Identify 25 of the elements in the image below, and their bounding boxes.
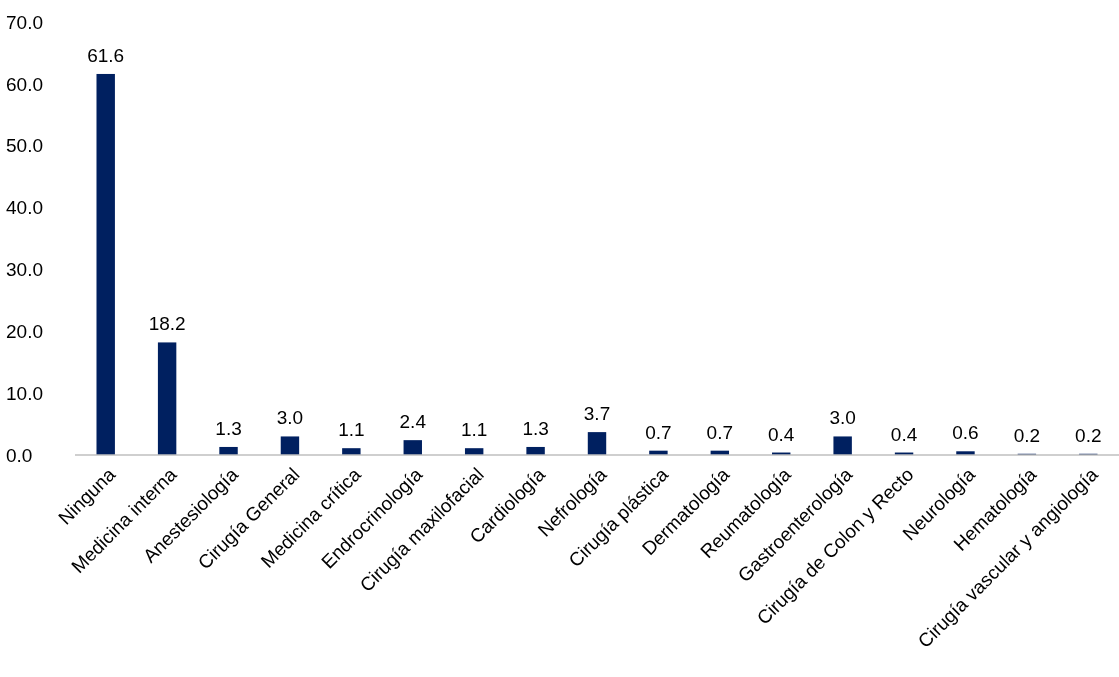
data-label: 2.4 [399, 411, 427, 433]
y-tick-label: 50.0 [6, 135, 43, 157]
data-label: 3.7 [583, 403, 611, 425]
y-tick-label: 20.0 [6, 320, 43, 342]
data-label: 0.2 [1013, 424, 1041, 446]
y-tick-label: 40.0 [6, 197, 43, 219]
data-label: 1.1 [460, 419, 488, 441]
data-label: 3.0 [276, 407, 304, 429]
data-label: 0.7 [645, 421, 672, 443]
data-label: 61.6 [87, 44, 125, 66]
data-label: 3.0 [829, 407, 856, 429]
data-label: 0.4 [890, 423, 918, 445]
data-label: 1.3 [522, 417, 549, 439]
y-tick-label: 10.0 [6, 382, 43, 404]
data-label: 1.1 [338, 419, 365, 441]
data-label: 1.3 [215, 417, 242, 439]
data-label: 0.4 [768, 423, 795, 445]
y-tick-label: 60.0 [6, 73, 43, 95]
data-label: 18.2 [148, 313, 186, 335]
y-tick-label: 0.0 [6, 444, 33, 466]
data-label: 0.7 [706, 421, 734, 443]
data-label: 0.2 [1075, 424, 1102, 446]
data-label: 0.6 [952, 422, 979, 444]
y-tick-label: 70.0 [6, 11, 43, 33]
y-tick-label: 30.0 [6, 259, 43, 281]
